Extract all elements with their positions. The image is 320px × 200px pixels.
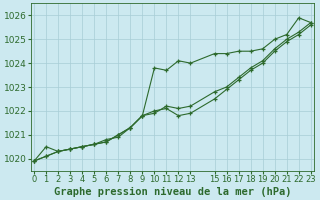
X-axis label: Graphe pression niveau de la mer (hPa): Graphe pression niveau de la mer (hPa) <box>54 186 291 197</box>
